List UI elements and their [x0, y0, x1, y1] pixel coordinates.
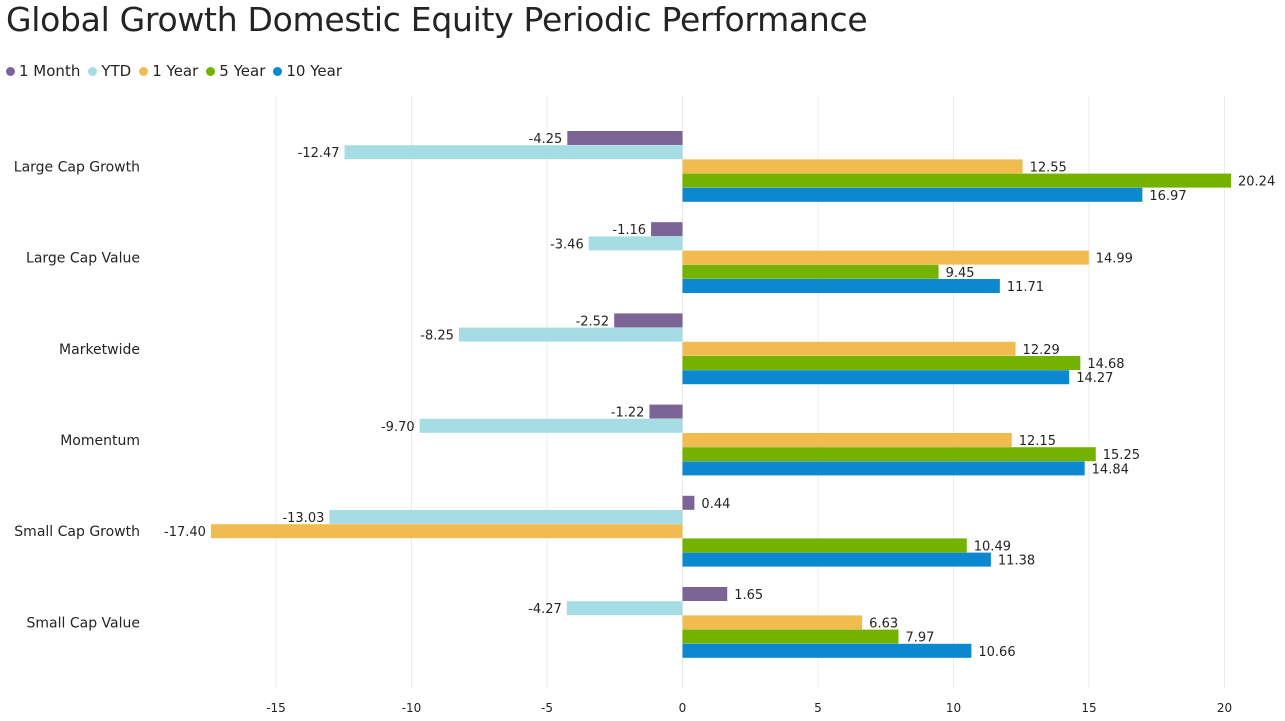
bar[interactable]: [682, 159, 1023, 174]
data-label: 1.65: [734, 588, 763, 603]
category-label: Large Cap Value: [26, 251, 140, 267]
data-label: 10.49: [974, 539, 1011, 554]
category-label: Momentum: [60, 433, 140, 449]
legend-label: 5 Year: [219, 62, 266, 80]
x-tick-label: -10: [402, 701, 422, 715]
bar[interactable]: [682, 495, 695, 510]
bar[interactable]: [682, 341, 1016, 356]
data-label: 11.38: [998, 554, 1035, 569]
x-tick-label: 15: [1081, 701, 1096, 715]
bar[interactable]: [567, 131, 683, 145]
chart-title: Global Growth Domestic Equity Periodic P…: [6, 0, 868, 39]
bar[interactable]: [682, 615, 863, 630]
legend-swatch: [273, 66, 283, 76]
legend-swatch: [206, 66, 216, 76]
legend-label: YTD: [101, 62, 132, 80]
bar[interactable]: [682, 538, 967, 553]
bar[interactable]: [682, 433, 1012, 447]
bar[interactable]: [210, 524, 683, 539]
bar[interactable]: [588, 236, 683, 251]
legend-item-1[interactable]: YTD: [88, 62, 131, 80]
bar[interactable]: [682, 447, 1096, 462]
legend-label: 1 Month: [19, 62, 81, 80]
x-tick-label: 5: [814, 701, 822, 715]
bar[interactable]: [682, 356, 1081, 370]
chart-legend: 1 Month YTD 1 Year 5 Year 10 Year: [6, 60, 350, 82]
category-label: Large Cap Growth: [14, 159, 140, 175]
data-label: 14.27: [1076, 371, 1113, 386]
x-tick-label: -15: [266, 701, 286, 715]
x-tick-label: 10: [946, 701, 961, 715]
bar[interactable]: [651, 222, 683, 237]
data-label: 12.29: [1023, 343, 1060, 358]
x-tick-label: 20: [1217, 701, 1232, 715]
legend-item-2[interactable]: 1 Year: [139, 62, 198, 80]
legend-label: 1 Year: [152, 62, 199, 80]
data-label: 0.44: [701, 497, 730, 512]
data-label: 16.97: [1149, 189, 1186, 204]
data-label: 6.63: [869, 616, 898, 631]
data-label: 14.68: [1087, 357, 1124, 372]
data-label: 14.99: [1096, 252, 1133, 267]
bar[interactable]: [682, 370, 1070, 385]
data-label: -8.25: [420, 329, 454, 344]
bar[interactable]: [614, 313, 683, 328]
data-label: 14.84: [1092, 462, 1129, 477]
data-label: 11.71: [1007, 280, 1044, 295]
data-label: -2.52: [576, 314, 610, 329]
legend-label: 10 Year: [286, 62, 342, 80]
data-label: -3.46: [550, 237, 584, 252]
data-label: 9.45: [946, 266, 975, 281]
bar[interactable]: [344, 145, 683, 160]
bar[interactable]: [419, 418, 683, 433]
data-label: -9.70: [381, 420, 415, 435]
category-label: Marketwide: [59, 342, 140, 358]
category-label: Small Cap Growth: [14, 524, 140, 540]
bar[interactable]: [682, 187, 1143, 202]
bar[interactable]: [682, 173, 1232, 188]
category-label: Small Cap Value: [27, 615, 140, 631]
data-label: -4.27: [528, 602, 562, 617]
data-label: -13.03: [282, 511, 324, 526]
bar[interactable]: [682, 279, 1000, 293]
bar[interactable]: [682, 587, 728, 601]
data-label: 12.15: [1019, 434, 1056, 449]
bar[interactable]: [458, 327, 683, 342]
bar[interactable]: [682, 629, 899, 644]
data-label: -17.40: [164, 525, 206, 540]
data-label: 10.66: [978, 645, 1015, 660]
data-label: -1.16: [612, 223, 646, 238]
data-label: 20.24: [1238, 175, 1275, 190]
x-tick-label: -5: [541, 701, 553, 715]
bar[interactable]: [682, 461, 1085, 476]
legend-swatch: [139, 66, 149, 76]
legend-item-0[interactable]: 1 Month: [6, 62, 80, 80]
bar[interactable]: [682, 552, 991, 567]
data-label: 12.55: [1030, 160, 1067, 175]
bar[interactable]: [566, 601, 683, 616]
data-label: -12.47: [298, 146, 340, 161]
legend-swatch: [6, 66, 15, 76]
bar[interactable]: [329, 510, 683, 524]
bar[interactable]: [682, 264, 939, 279]
x-tick-label: 0: [679, 701, 687, 715]
data-label: -4.25: [529, 132, 563, 147]
bar[interactable]: [649, 404, 683, 419]
data-label: 15.25: [1103, 448, 1140, 463]
legend-swatch: [88, 66, 98, 76]
data-label: -1.22: [611, 406, 645, 421]
bar[interactable]: [682, 643, 972, 658]
legend-item-4[interactable]: 10 Year: [273, 62, 342, 80]
legend-item-3[interactable]: 5 Year: [206, 62, 265, 80]
data-label: 7.97: [905, 631, 934, 646]
bar[interactable]: [682, 250, 1089, 265]
